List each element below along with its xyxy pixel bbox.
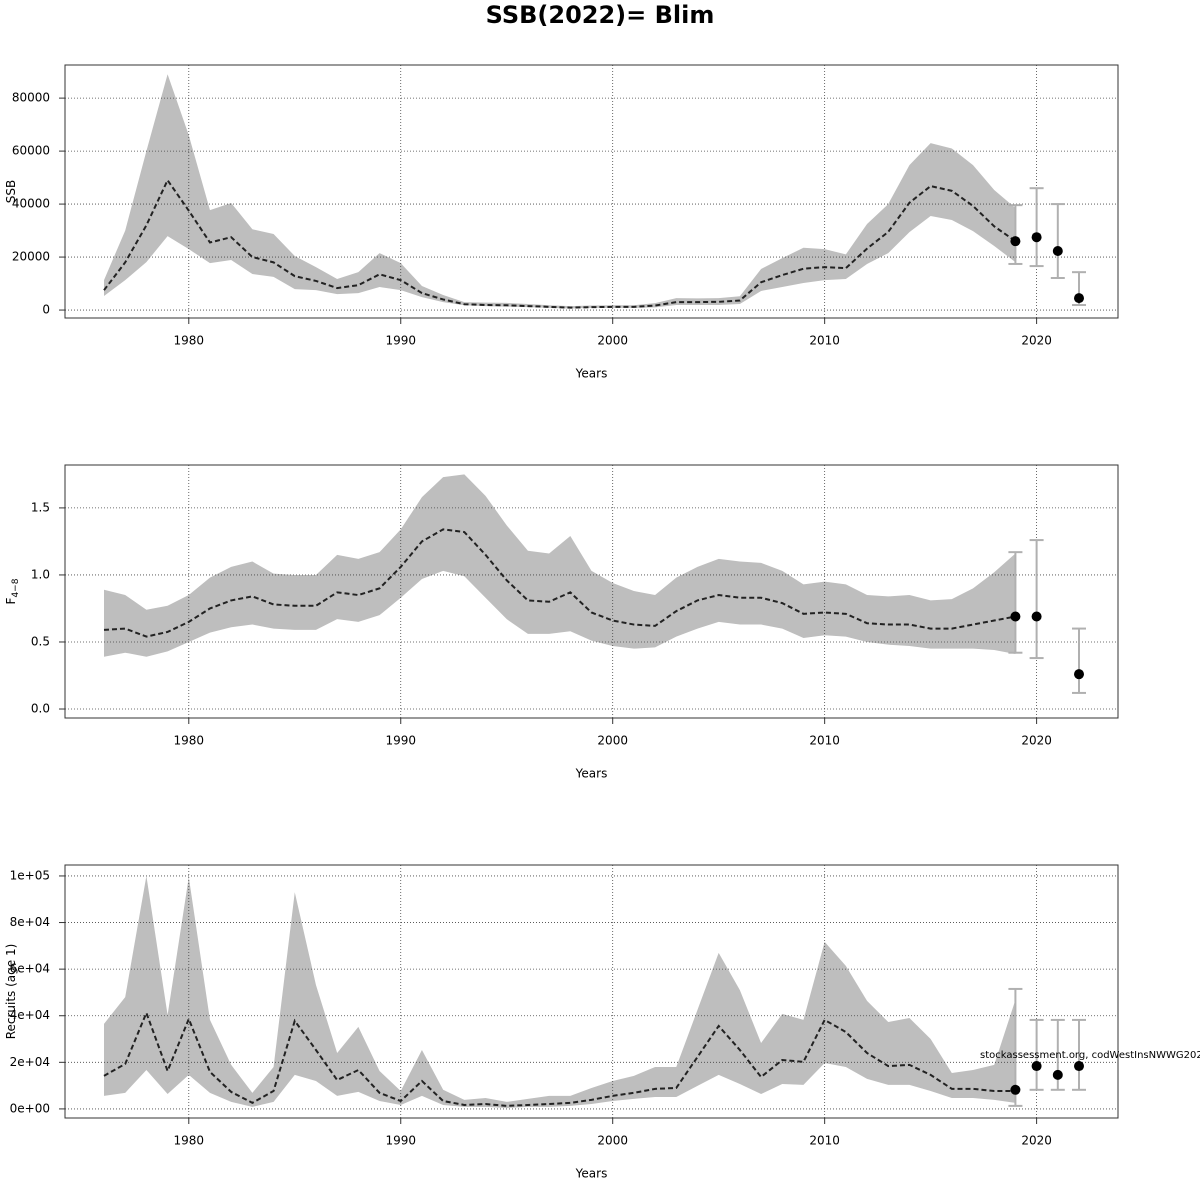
y-tick-label: 0e+00 (10, 1101, 50, 1115)
y-tick-label: 0.5 (31, 634, 50, 648)
x-tick-label: 2010 (809, 1134, 840, 1148)
x-axis-label: Years (575, 767, 608, 781)
x-axis-label: Years (575, 1167, 608, 1181)
x-tick-label: 2020 (1021, 734, 1052, 748)
y-tick-label: 4e+04 (10, 1008, 50, 1022)
x-tick-label: 2000 (597, 734, 628, 748)
estimate-line (103, 178, 1016, 309)
confidence-band (104, 74, 1016, 309)
annotation: stockassessment.org, codWestInsNWWG2020 (980, 1050, 1200, 1061)
y-tick-label: 80000 (12, 91, 50, 105)
x-tick-label: 1990 (385, 1134, 416, 1148)
x-tick-label: 2000 (597, 334, 628, 348)
plot-frame (64, 864, 1119, 1119)
x-tick-label: 1980 (174, 1134, 205, 1148)
confidence-band (104, 875, 1016, 1108)
y-axis-label-sub: 4−8 (11, 578, 21, 597)
x-tick-label: 2000 (597, 1134, 628, 1148)
point (1074, 293, 1084, 304)
point (1052, 245, 1063, 256)
x-tick-label: 2010 (809, 334, 840, 348)
y-tick-label: 8e+04 (10, 915, 50, 929)
point (1031, 1061, 1042, 1072)
y-tick-label: 0.0 (31, 702, 50, 716)
point (1031, 611, 1042, 622)
y-tick-label: 2e+04 (10, 1055, 50, 1069)
y-axis-label-main: F (4, 597, 18, 604)
y-axis-label: Recruits (age 1) (4, 944, 18, 1040)
estimate-line (103, 528, 1016, 638)
y-tick-label: 1.5 (31, 500, 50, 514)
y-axis-label: SSB (4, 180, 18, 203)
plot-frame (64, 464, 1119, 719)
point (1074, 1061, 1084, 1072)
point (1010, 611, 1021, 622)
y-tick-label: 6e+04 (10, 962, 50, 976)
y-tick-label: 0 (42, 303, 50, 317)
x-tick-label: 1990 (385, 734, 416, 748)
y-axis-label-main: SSB (4, 180, 18, 203)
point (1010, 1084, 1021, 1095)
y-axis-label: F4−8 (4, 578, 21, 604)
x-tick-label: 1980 (174, 334, 205, 348)
x-tick-label: 1980 (174, 734, 205, 748)
y-tick-label: 1e+05 (10, 868, 50, 882)
point (1031, 232, 1042, 243)
y-tick-label: 20000 (12, 250, 50, 264)
point (1010, 236, 1021, 247)
x-tick-label: 2020 (1021, 1134, 1052, 1148)
point (1074, 669, 1084, 680)
x-tick-label: 1990 (385, 334, 416, 348)
x-tick-label: 2020 (1021, 334, 1052, 348)
y-tick-label: 1.0 (31, 567, 50, 581)
point (1052, 1069, 1063, 1080)
plot-frame (64, 64, 1119, 319)
estimate-line (103, 1010, 1016, 1107)
x-tick-label: 2010 (809, 734, 840, 748)
y-tick-label: 60000 (12, 144, 50, 158)
y-tick-label: 40000 (12, 197, 50, 211)
confidence-band (104, 474, 1016, 657)
figure-title: SSB(2022)= Blim (486, 1, 715, 29)
x-axis-label: Years (575, 367, 608, 381)
y-axis-label-main: Recruits (age 1) (4, 944, 18, 1040)
